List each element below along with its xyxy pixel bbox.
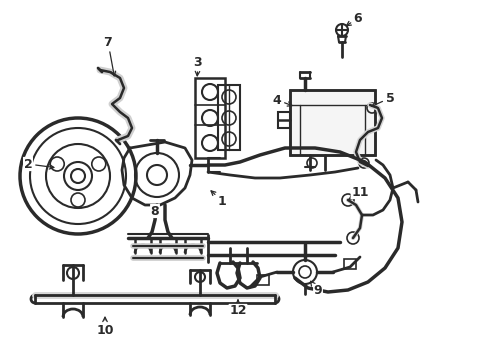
Text: 12: 12 xyxy=(229,300,246,318)
Bar xyxy=(195,78,224,158)
Text: 11: 11 xyxy=(347,185,368,200)
Bar xyxy=(278,112,289,128)
Text: 5: 5 xyxy=(371,91,393,107)
Bar xyxy=(289,90,374,155)
Text: 1: 1 xyxy=(211,191,226,207)
Bar xyxy=(257,275,268,285)
Text: 3: 3 xyxy=(193,55,202,76)
Bar xyxy=(343,259,355,269)
Bar xyxy=(218,85,240,150)
Text: 9: 9 xyxy=(310,281,322,297)
Text: 8: 8 xyxy=(150,204,159,221)
Text: 4: 4 xyxy=(272,94,291,107)
Text: 7: 7 xyxy=(103,36,115,76)
Text: 2: 2 xyxy=(23,158,54,171)
Bar xyxy=(289,90,374,155)
Text: 10: 10 xyxy=(96,317,114,337)
Text: 6: 6 xyxy=(346,12,362,26)
